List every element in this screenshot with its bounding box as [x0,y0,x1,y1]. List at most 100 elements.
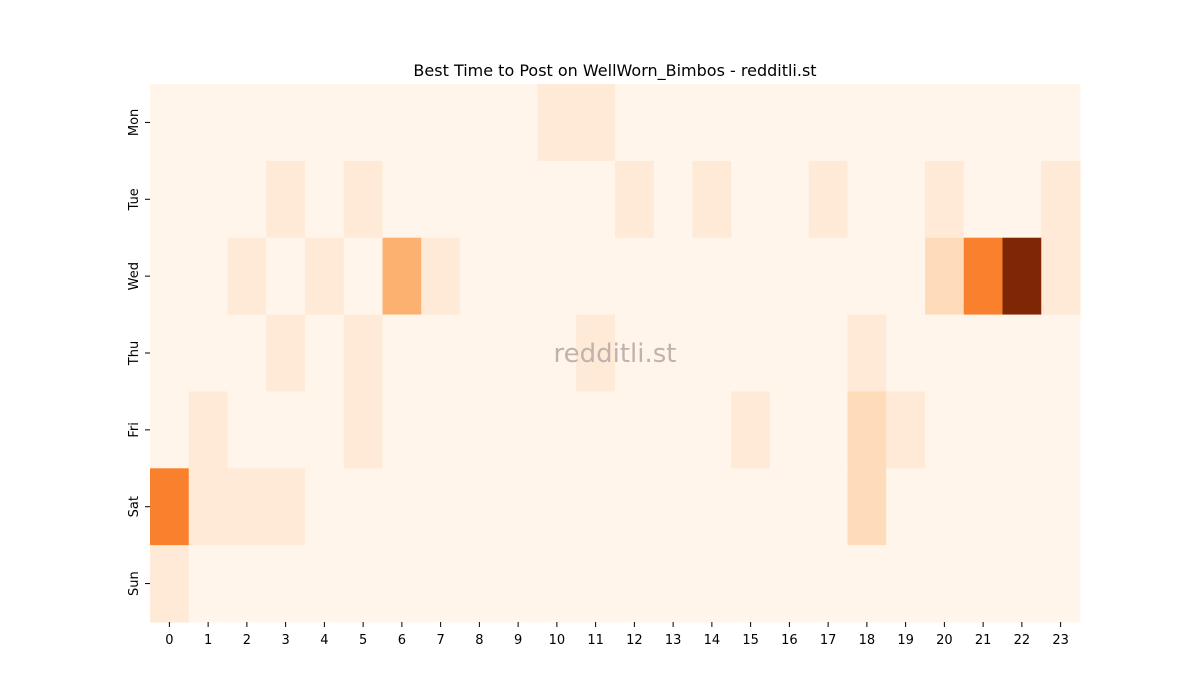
heatmap-cell-mon-5 [343,84,383,162]
heatmap-cell-fri-1 [188,391,228,469]
heatmap-cell-fri-11 [576,391,616,469]
heatmap-cell-sun-3 [266,545,306,623]
y-tick-label-mon: Mon [127,109,142,136]
heatmap-cell-thu-1 [188,314,228,392]
heatmap-cell-thu-4 [305,314,345,392]
heatmap-cell-tue-9 [498,160,538,239]
heatmap-cell-sat-19 [886,468,926,546]
x-tick-label: 21 [975,633,992,648]
heatmap-cell-sun-16 [770,545,810,623]
heatmap-cell-thu-11 [576,314,616,392]
heatmap-cell-sat-7 [421,468,461,546]
heatmap-cell-mon-1 [188,84,228,162]
heatmap-cell-mon-12 [615,84,655,162]
heatmap-cell-sun-1 [188,545,228,623]
heatmap-cell-sun-10 [537,545,577,623]
heatmap-cell-mon-21 [963,84,1003,162]
heatmap-cell-thu-18 [847,314,887,392]
heatmap-cell-sun-12 [615,545,655,623]
heatmap-cell-tue-6 [382,160,422,239]
heatmap-cell-tue-22 [1002,160,1042,239]
x-tick-label: 10 [549,633,566,648]
x-tick-label: 16 [781,633,798,648]
heatmap-cell-thu-6 [382,314,422,392]
heatmap-cell-mon-20 [925,84,965,162]
y-tick-label-thu: Thu [127,341,142,366]
heatmap-cell-thu-7 [421,314,461,392]
heatmap-cell-thu-15 [731,314,771,392]
heatmap-cell-mon-19 [886,84,926,162]
heatmap-cell-mon-17 [808,84,848,162]
heatmap-cell-wed-17 [808,237,848,316]
heatmap-cell-sat-13 [653,468,693,546]
heatmap-cell-sun-14 [692,545,732,623]
heatmap-cell-tue-4 [305,160,345,239]
heatmap-cell-fri-23 [1041,391,1081,469]
heatmap-cell-thu-22 [1002,314,1042,392]
heatmap-cell-wed-10 [537,237,577,316]
heatmap-cell-mon-6 [382,84,422,162]
heatmap-cell-sun-17 [808,545,848,623]
heatmap-cell-fri-12 [615,391,655,469]
heatmap-cell-fri-5 [343,391,383,469]
heatmap-cell-tue-18 [847,160,887,239]
heatmap-cell-wed-21 [963,237,1003,316]
heatmap-cell-tue-11 [576,160,616,239]
heatmap-cell-wed-3 [266,237,306,316]
x-tick-label: 6 [398,633,406,648]
x-axis-ticks: 0 1 2 3 4 5 6 7 8 9 10 11 12 13 14 15 16 17 18 19 20 21 22 23 [165,622,1069,648]
heatmap-cell-sun-19 [886,545,926,623]
x-tick-label: 3 [281,633,289,648]
heatmap-cell-sat-21 [963,468,1003,546]
heatmap-cell-fri-20 [925,391,965,469]
heatmap-cell-wed-9 [498,237,538,316]
heatmap-cell-tue-12 [615,160,655,239]
x-tick-label: 4 [320,633,328,648]
heatmap-cell-sat-16 [770,468,810,546]
heatmap-cell-sun-13 [653,545,693,623]
heatmap-cell-fri-3 [266,391,306,469]
heatmap-cell-sun-18 [847,545,887,623]
heatmap-cell-fri-14 [692,391,732,469]
heatmap-cell-thu-3 [266,314,306,392]
x-tick-label: 7 [436,633,444,648]
heatmap-cell-tue-7 [421,160,461,239]
heatmap-cell-thu-0 [150,314,190,392]
heatmap-cell-wed-7 [421,237,461,316]
x-tick-label: 18 [859,633,876,648]
heatmap-cell-sat-14 [692,468,732,546]
heatmap-cell-sat-2 [227,468,267,546]
heatmap-cell-thu-10 [537,314,577,392]
heatmap-cell-sat-10 [537,468,577,546]
heatmap-cell-fri-19 [886,391,926,469]
heatmap-cell-wed-4 [305,237,345,316]
x-tick-label: 9 [514,633,522,648]
heatmap-cell-sat-0 [150,468,190,546]
y-tick-label-wed: Wed [127,262,142,290]
heatmap-cell-thu-21 [963,314,1003,392]
heatmap-cell-sun-0 [150,545,190,623]
heatmap-cell-mon-7 [421,84,461,162]
heatmap-cell-wed-20 [925,237,965,316]
y-tick-label-fri: Fri [127,422,142,438]
heatmap-cell-mon-22 [1002,84,1042,162]
x-tick-label: 13 [665,633,682,648]
heatmap-cell-sun-8 [460,545,500,623]
heatmap-cell-mon-16 [770,84,810,162]
heatmap-cell-sun-20 [925,545,965,623]
heatmap-cell-sun-7 [421,545,461,623]
heatmap-cell-mon-18 [847,84,887,162]
heatmap-cell-mon-2 [227,84,267,162]
heatmap-cell-wed-5 [343,237,383,316]
heatmap-cell-thu-8 [460,314,500,392]
heatmap-cell-fri-21 [963,391,1003,469]
heatmap-cell-fri-6 [382,391,422,469]
heatmap-cell-thu-12 [615,314,655,392]
heatmap-cell-sat-17 [808,468,848,546]
heatmap-cell-wed-8 [460,237,500,316]
heatmap-cell-tue-15 [731,160,771,239]
heatmap-cell-thu-23 [1041,314,1081,392]
heatmap-cell-sun-2 [227,545,267,623]
x-tick-label: 0 [165,633,173,648]
